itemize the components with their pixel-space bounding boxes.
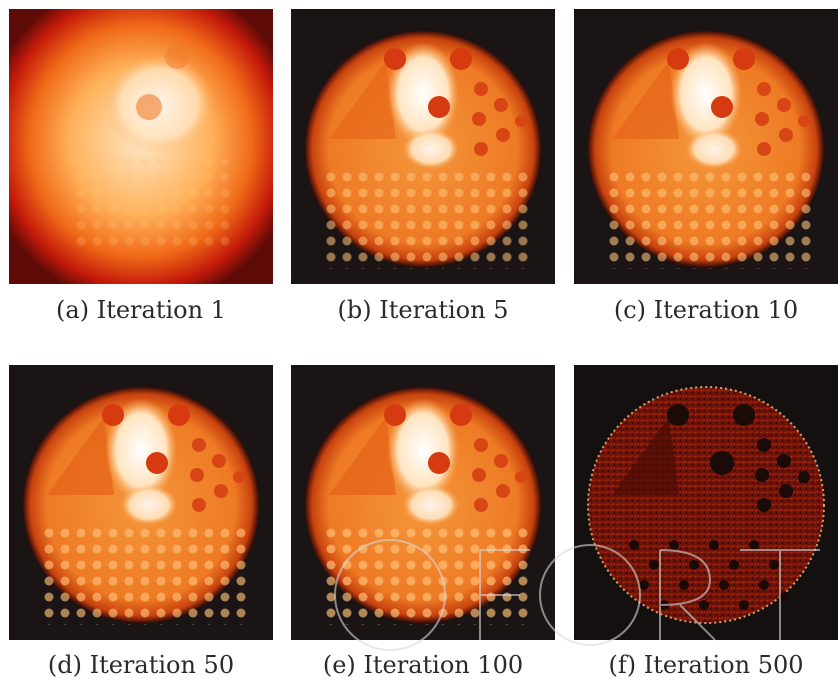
caption: (e) Iteration 100 bbox=[322, 651, 524, 679]
reconstruction-image bbox=[291, 9, 555, 284]
caption: (d) Iteration 50 bbox=[47, 651, 235, 679]
caption: (c) Iteration 10 bbox=[613, 296, 799, 324]
reconstruction-image bbox=[9, 9, 273, 284]
reconstruction-image bbox=[9, 365, 273, 640]
reconstruction-image bbox=[574, 365, 838, 640]
reconstruction-image bbox=[291, 365, 555, 640]
caption: (a) Iteration 1 bbox=[56, 296, 226, 324]
caption: (f) Iteration 500 bbox=[608, 651, 804, 679]
reconstruction-image bbox=[574, 9, 838, 284]
caption: (b) Iteration 5 bbox=[337, 296, 509, 324]
